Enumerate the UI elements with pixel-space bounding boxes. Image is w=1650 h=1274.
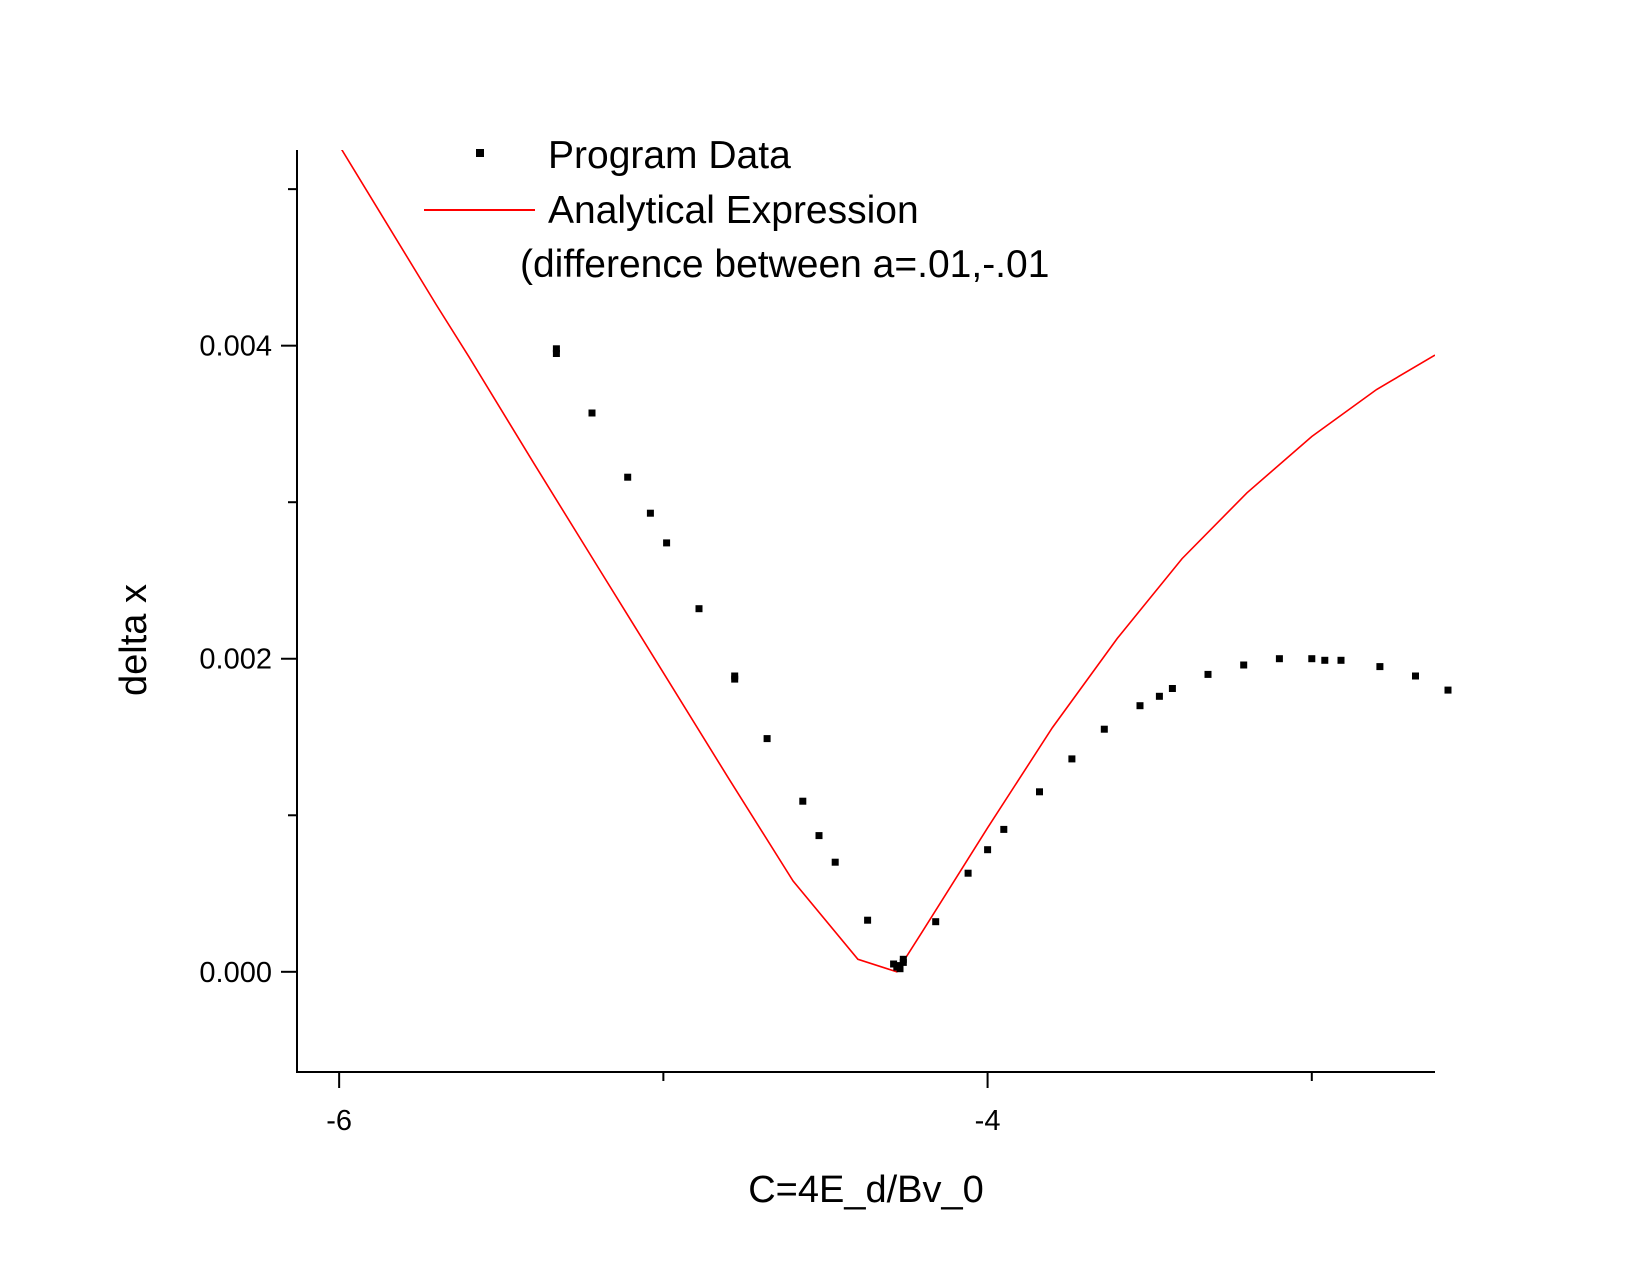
- plot-area: [341, 150, 1452, 973]
- data-point: [695, 605, 703, 613]
- legend-note: (difference between a=.01,-.01: [520, 243, 1049, 286]
- y-axis-title: delta x: [113, 584, 155, 696]
- data-point: [1136, 702, 1144, 710]
- legend-label-program-data: Program Data: [548, 134, 791, 177]
- data-point: [588, 409, 596, 417]
- data-point: [1204, 670, 1212, 678]
- data-point: [624, 473, 632, 481]
- data-point: [1155, 692, 1163, 700]
- data-point: [1000, 825, 1008, 833]
- data-point: [831, 858, 839, 866]
- data-point: [646, 509, 654, 517]
- program-data-series: [552, 345, 1452, 973]
- data-point: [1337, 656, 1345, 664]
- data-point: [1240, 661, 1248, 669]
- data-point: [1308, 655, 1316, 663]
- data-point: [864, 916, 872, 924]
- data-point: [763, 735, 771, 743]
- data-point: [1321, 656, 1329, 664]
- legend-label-analytical: Analytical Expression: [548, 189, 919, 232]
- legend-marker-program-data: [476, 149, 484, 157]
- x-axis-title: C=4E_d/Bv_0: [748, 1169, 984, 1211]
- data-point: [1100, 725, 1108, 733]
- x-ticks: -6 -4: [326, 1072, 1313, 1137]
- data-point: [731, 675, 739, 683]
- y-ticks: 0.000 0.002 0.004: [199, 188, 297, 989]
- data-point: [663, 539, 671, 547]
- axes: 0.000 0.002 0.004 -6 -4: [199, 150, 1435, 1137]
- data-point: [899, 955, 907, 963]
- data-point: [1444, 686, 1452, 694]
- data-point: [1168, 685, 1176, 692]
- data-point: [1036, 788, 1043, 796]
- analytical-line: [341, 150, 1435, 973]
- data-point: [932, 918, 940, 926]
- data-point: [815, 832, 823, 840]
- y-tick-label: 0.004: [199, 331, 272, 363]
- data-point: [1068, 755, 1076, 763]
- x-tick-label: -4: [975, 1105, 1001, 1137]
- data-point: [552, 350, 560, 357]
- data-point: [1412, 672, 1419, 680]
- data-point: [552, 345, 560, 353]
- x-tick-label: -6: [326, 1105, 352, 1137]
- data-point: [799, 797, 807, 805]
- y-tick-label: 0.000: [199, 957, 272, 989]
- data-point: [964, 869, 972, 877]
- analytical-series: [341, 150, 1435, 973]
- data-point: [1376, 663, 1384, 671]
- legend: Program Data Analytical Expression (diff…: [424, 134, 1049, 286]
- data-point: [984, 846, 992, 854]
- data-point: [1275, 655, 1283, 663]
- y-tick-label: 0.002: [199, 644, 272, 676]
